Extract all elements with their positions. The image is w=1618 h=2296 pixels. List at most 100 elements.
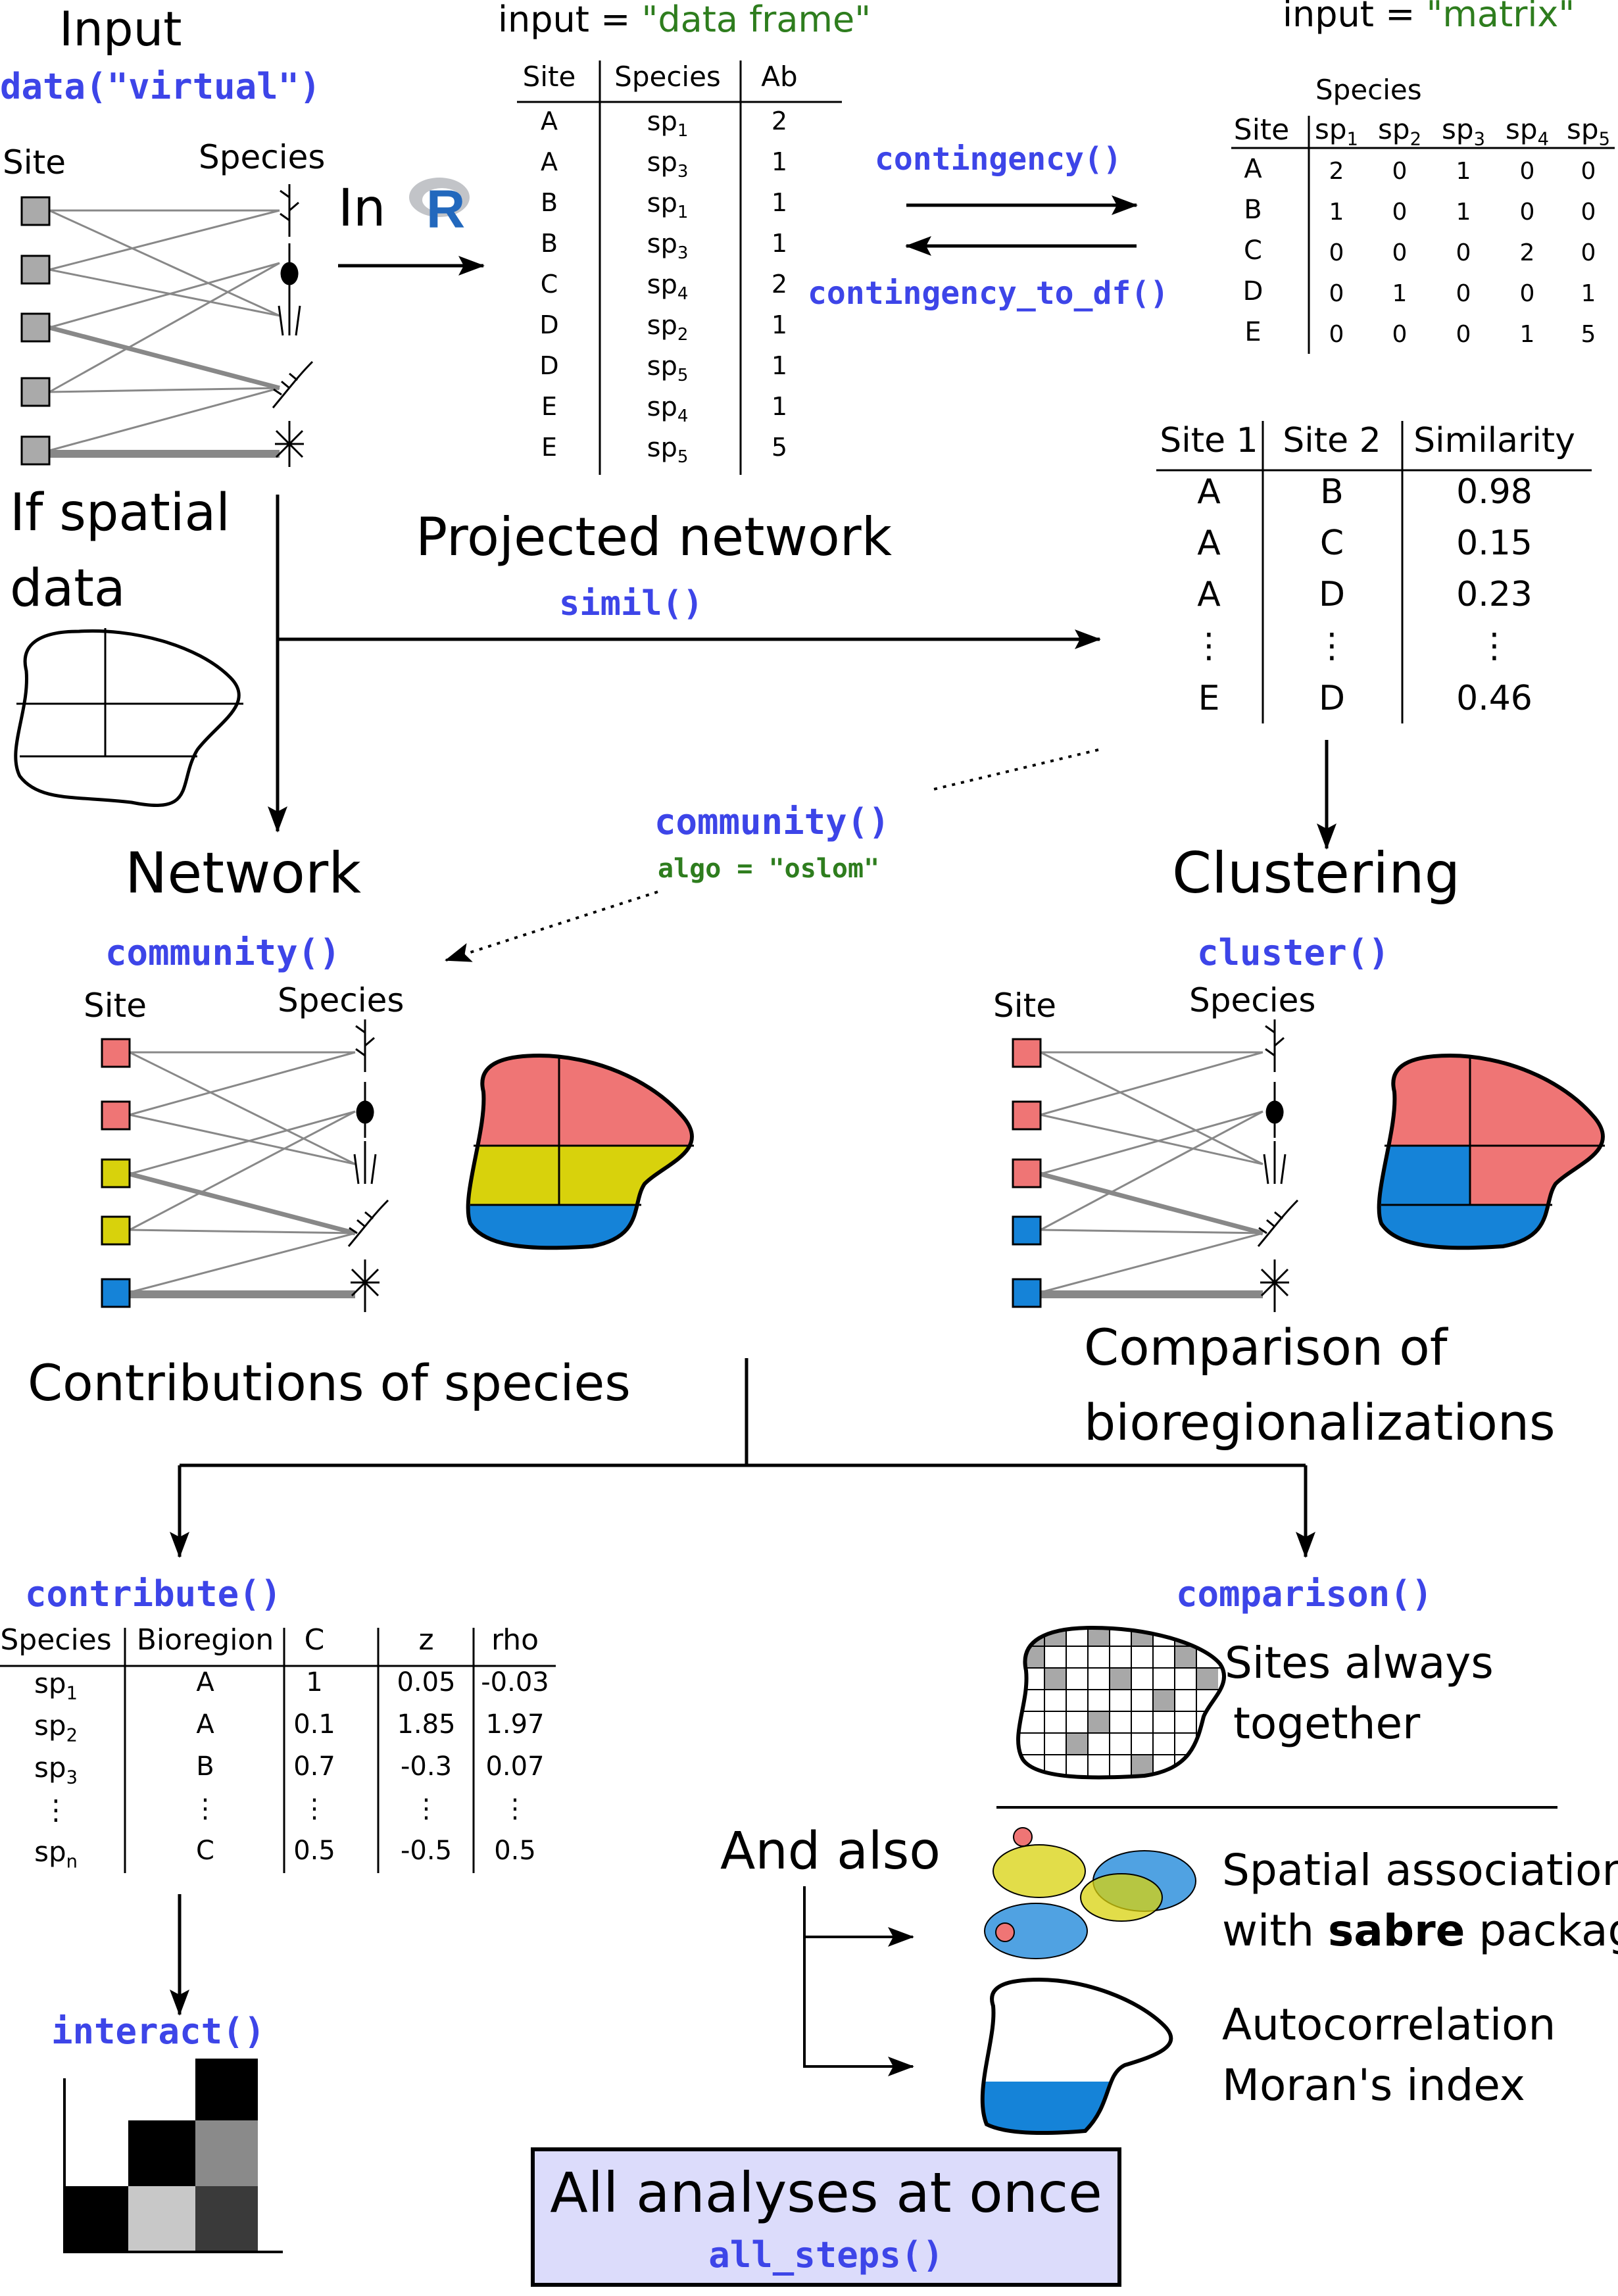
r-logo: R — [408, 170, 474, 237]
similarity-cell: A — [1197, 575, 1221, 614]
spatial-data-line1: If spatial — [10, 483, 230, 543]
network-community-function: community() — [105, 932, 341, 973]
spatial-data-line2: data — [10, 559, 126, 618]
similarity-cell: D — [1318, 679, 1346, 718]
contribution-cell: -0.5 — [400, 1836, 453, 1866]
df-cell: 2 — [771, 107, 788, 135]
df-cell: sp4 — [647, 270, 689, 304]
matrix-cell: 1 — [1392, 280, 1408, 307]
similarity-header-cell: Site 2 — [1283, 421, 1381, 460]
matrix-cell: 0 — [1392, 239, 1408, 266]
matrix-column-header: sp3 — [1442, 113, 1485, 150]
matrix-cell: 0 — [1519, 280, 1535, 307]
df-cell: D — [539, 351, 559, 380]
matrix-cell: 0 — [1456, 280, 1471, 307]
df-header-cell: Ab — [761, 61, 798, 93]
spatial-association-with: with — [1222, 1905, 1315, 1956]
contribution-cell: 0.05 — [397, 1667, 456, 1698]
matrix-caption-prefix: input = — [1283, 0, 1427, 35]
matrix-cell: 0 — [1581, 199, 1596, 226]
similarity-cell: 0.98 — [1456, 472, 1532, 512]
contribution-cell: spn — [34, 1836, 78, 1872]
input-site-label: Site — [3, 143, 66, 182]
matrix-row-site: C — [1244, 235, 1262, 266]
autocorrelation-map — [980, 1977, 1173, 2135]
matrix-cell: 0 — [1392, 199, 1408, 226]
contribution-cell: -0.03 — [481, 1667, 549, 1698]
species-icons — [272, 184, 314, 467]
network-map — [466, 1053, 695, 1250]
contribution-cell: ⋮ — [413, 1794, 439, 1824]
oslom-algo-argument: algo = "oslom" — [658, 854, 880, 884]
df-cell: sp1 — [647, 188, 689, 222]
df-header-cell: Species — [614, 61, 721, 93]
contribution-cell: sp2 — [34, 1709, 78, 1746]
similarity-cell: 0.46 — [1456, 679, 1532, 718]
contribution-cell: 0.1 — [293, 1709, 335, 1740]
similarity-header-cell: Site 1 — [1160, 421, 1258, 460]
matrix-cell: 0 — [1581, 158, 1596, 185]
matrix-row-site: E — [1244, 317, 1262, 347]
matrix-cell: 2 — [1329, 158, 1344, 185]
df-cell: E — [541, 392, 558, 421]
matrix-cell: 1 — [1519, 321, 1535, 348]
contribution-header-cell: C — [304, 1623, 325, 1657]
input-function: data("virtual") — [0, 66, 321, 107]
matrix-cell: 0 — [1456, 321, 1471, 348]
sites-together-line1: Sites always — [1225, 1638, 1494, 1688]
contribution-cell: A — [196, 1709, 214, 1740]
contribution-cell: ⋮ — [192, 1794, 218, 1824]
contribution-cell: ⋮ — [301, 1794, 328, 1824]
contribution-cell: sp1 — [34, 1667, 78, 1704]
contribution-cell: 1 — [306, 1667, 323, 1698]
matrix-column-header: sp5 — [1567, 113, 1610, 150]
contingency-to-df-function: contingency_to_df() — [808, 275, 1169, 312]
clustering-title: Clustering — [1172, 841, 1461, 906]
df-cell: B — [540, 188, 558, 217]
similarity-cell: B — [1320, 472, 1344, 512]
comparison-function: comparison() — [1176, 1573, 1433, 1615]
df-cell: 2 — [771, 270, 788, 299]
df-header-cell: Site — [522, 61, 576, 93]
comparison-title-line2: bioregionalizations — [1084, 1393, 1556, 1452]
input-title: Input — [59, 1, 182, 57]
clustering-site-label: Site — [993, 987, 1056, 1025]
clustering-map — [1377, 1053, 1606, 1250]
matrix-cell: 0 — [1519, 158, 1535, 185]
matrix-cell: 0 — [1392, 158, 1408, 185]
sites-together-line2: together — [1233, 1698, 1421, 1749]
similarity-cell: ⋮ — [1315, 626, 1349, 666]
matrix-caption: input = "matrix" — [1283, 0, 1575, 35]
matrix-row-site: B — [1244, 195, 1262, 225]
matrix-cell: 1 — [1581, 280, 1596, 307]
df-cell: sp5 — [647, 433, 689, 467]
df-cell: 1 — [771, 351, 788, 380]
matrix-cell: 0 — [1329, 280, 1344, 307]
df-cell: sp2 — [647, 310, 689, 345]
contribution-cell: sp3 — [34, 1751, 78, 1788]
matrix-cell: 1 — [1456, 199, 1471, 226]
df-cell: 1 — [771, 147, 788, 176]
df-cell: 1 — [771, 229, 788, 258]
data-frame-caption-prefix: input = — [498, 0, 642, 40]
similarity-cell: A — [1197, 472, 1221, 512]
contribution-cell: -0.3 — [400, 1751, 453, 1782]
similarity-cell: 0.23 — [1456, 575, 1532, 614]
similarity-cell: A — [1197, 524, 1221, 563]
contribution-cell: 0.5 — [494, 1836, 536, 1866]
sabre-package-name: sabre — [1328, 1905, 1465, 1956]
spatial-association-line2: with sabre package — [1222, 1905, 1618, 1956]
df-cell: sp3 — [647, 229, 689, 263]
similarity-header-cell: Similarity — [1413, 421, 1575, 460]
and-also-label: And also — [720, 1822, 941, 1881]
network-site-label: Site — [84, 987, 147, 1025]
contribution-cell: C — [196, 1836, 214, 1866]
matrix-column-header: sp1 — [1315, 113, 1358, 150]
matrix-column-header: sp2 — [1378, 113, 1421, 150]
autocorrelation-line2: Moran's index — [1222, 2060, 1525, 2111]
input-species-label: Species — [199, 138, 326, 176]
matrix-cell: 5 — [1581, 321, 1596, 348]
contribution-cell: ⋮ — [502, 1794, 528, 1824]
network-bipartite — [101, 1019, 389, 1312]
